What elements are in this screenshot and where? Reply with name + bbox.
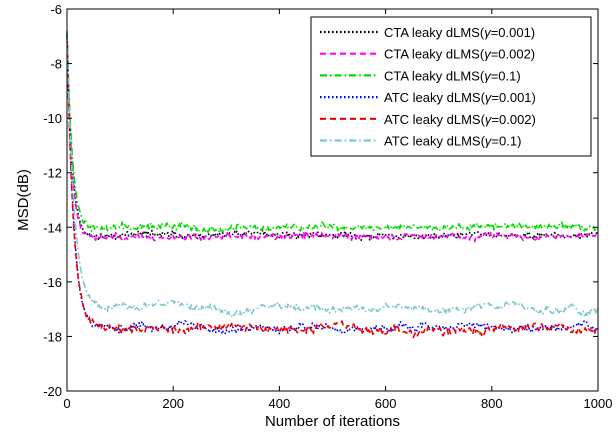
legend-label-part: CTA leaky dLMS( (384, 68, 485, 83)
series-line-6 (66, 33, 599, 318)
legend-label-part: γ (484, 68, 492, 83)
legend-label-part: =0.002) (491, 112, 535, 127)
y-tick-label: -18 (43, 329, 62, 344)
legend-label-part: CTA leaky dLMS( (384, 25, 485, 40)
x-tick-label: 600 (375, 396, 397, 411)
x-tick-label: 1000 (584, 396, 613, 411)
series-line-3 (66, 30, 599, 234)
x-tick-label: 400 (269, 396, 291, 411)
legend-label-part: γ (485, 112, 493, 127)
legend-label-3: CTA leaky dLMS(γ=0.1) (384, 68, 521, 83)
plot-frame (66, 8, 599, 392)
legend-label-part: =0.001) (491, 90, 535, 105)
legend-label-part: γ (484, 25, 492, 40)
y-tick-label: -14 (43, 220, 62, 235)
y-tick-label: -8 (50, 57, 62, 72)
legend-label-part: ATC leaky dLMS( (384, 90, 486, 105)
series-line-4 (66, 33, 599, 335)
y-tick-label: -16 (43, 275, 62, 290)
y-axis-ticks: -20 -18 -16 -14 -12 -10 -8 -6 (43, 2, 598, 399)
series-line-5 (66, 33, 599, 339)
legend-label-2: CTA leaky dLMS(γ=0.002) (384, 47, 535, 62)
x-tick-label: 200 (162, 396, 184, 411)
legend-items: CTA leaky dLMS(γ=0.001)CTA leaky dLMS(γ=… (320, 25, 536, 149)
series-line-2 (66, 33, 599, 243)
y-tick-label: -20 (43, 384, 62, 399)
x-axis-label: Number of iterations (265, 413, 400, 430)
x-axis-ticks: 0 200 400 600 800 1000 (63, 9, 612, 411)
legend-label-part: γ (485, 134, 493, 149)
legend-label-4: ATC leaky dLMS(γ=0.001) (384, 90, 536, 105)
series-lines (66, 30, 599, 339)
y-tick-label: -6 (50, 2, 62, 17)
legend-label-part: =0.001) (491, 25, 535, 40)
legend-label-part: ATC leaky dLMS( (384, 112, 486, 127)
legend-label-part: =0.002) (491, 47, 535, 62)
y-axis-label: MSD(dB) (15, 169, 32, 231)
legend-label-part: ATC leaky dLMS( (384, 134, 486, 149)
legend-label-5: ATC leaky dLMS(γ=0.002) (384, 112, 536, 127)
y-tick-label: -12 (43, 166, 62, 181)
y-tick-label: -10 (43, 111, 62, 126)
x-tick-label: 800 (481, 396, 503, 411)
x-tick-label: 0 (63, 396, 70, 411)
legend-label-1: CTA leaky dLMS(γ=0.001) (384, 25, 535, 40)
legend-label-part: CTA leaky dLMS( (384, 47, 485, 62)
legend: CTA leaky dLMS(γ=0.001)CTA leaky dLMS(γ=… (310, 16, 592, 157)
legend-label-part: =0.1) (491, 134, 521, 149)
legend-box (310, 16, 592, 157)
legend-label-part: γ (485, 90, 493, 105)
legend-label-6: ATC leaky dLMS(γ=0.1) (384, 134, 521, 149)
legend-label-part: γ (484, 47, 492, 62)
legend-label-part: =0.1) (491, 68, 521, 83)
